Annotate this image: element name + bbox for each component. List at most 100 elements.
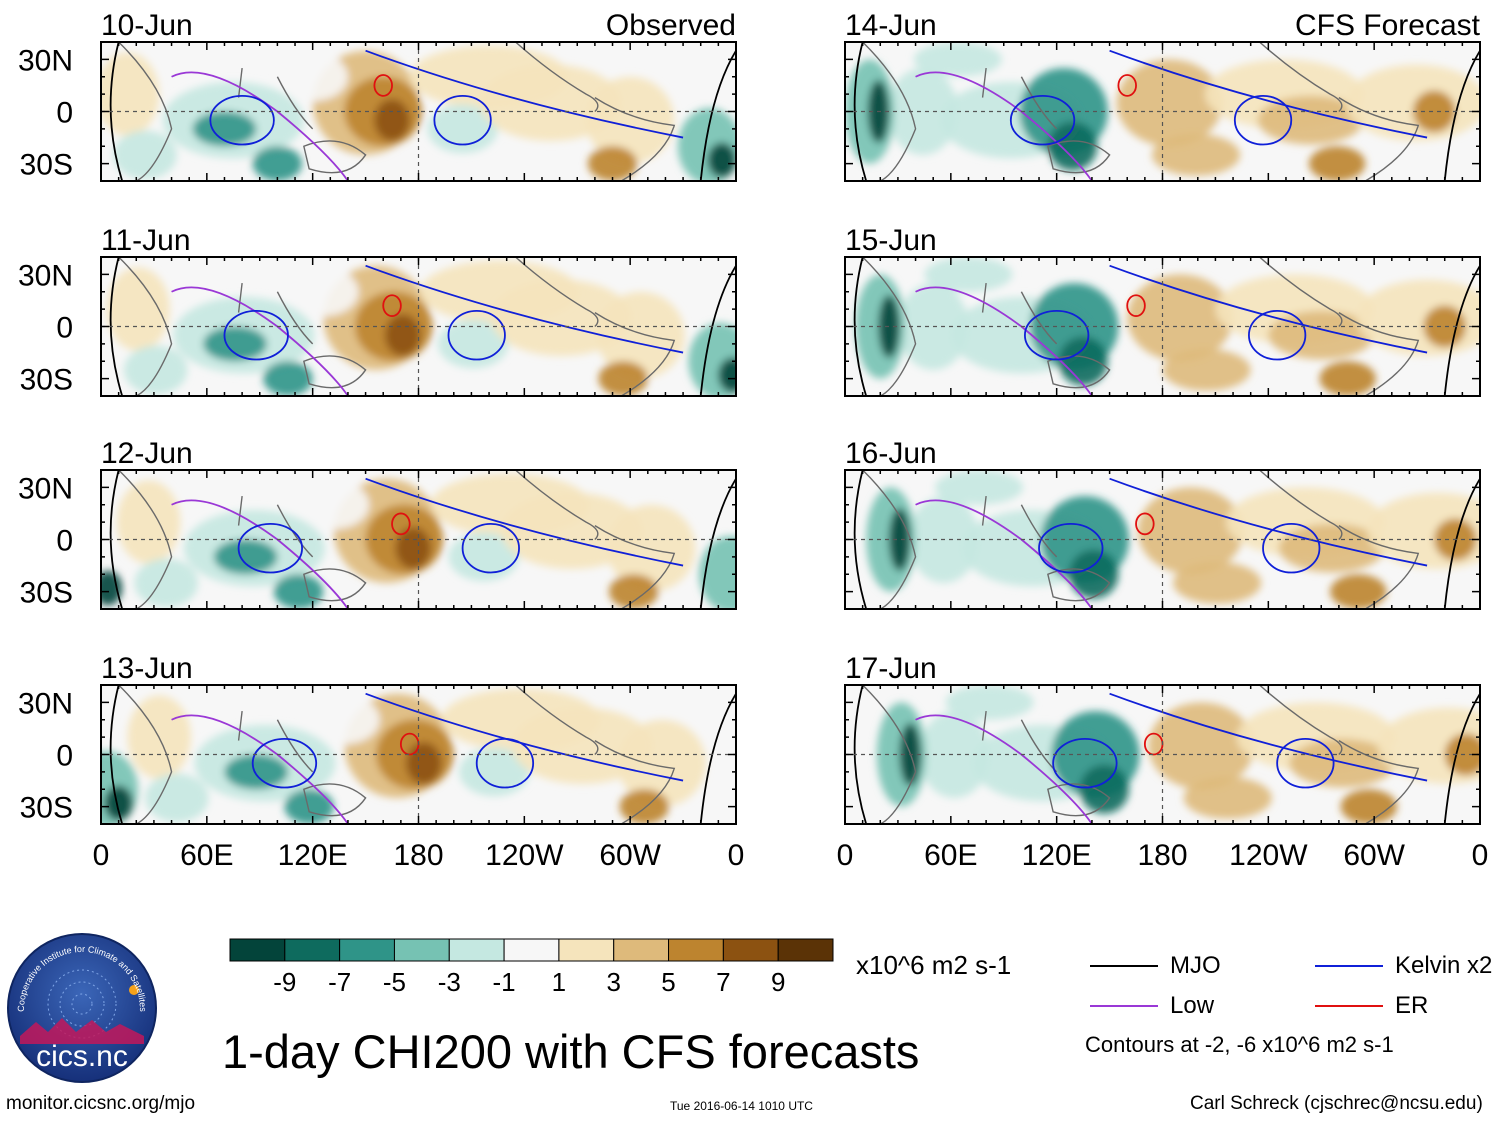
- panels-layer: 10-Jun Observed30N030S11-Jun30N030S12-Jun…: [18, 9, 1489, 872]
- colorbar-swatch: [722, 938, 779, 962]
- y-tick-label: 30N: [18, 44, 73, 77]
- contour-kelvin: [1024, 309, 1090, 361]
- coastlines: [862, 42, 1420, 181]
- colorbar-units: x10^6 m2 s-1: [856, 950, 1012, 980]
- contour-kelvin: [1262, 522, 1321, 574]
- contour-mjo: [1443, 50, 1480, 181]
- anomaly-shading: [101, 688, 707, 824]
- colorbar-swatch: [668, 938, 724, 962]
- x-tick-label: 60E: [924, 839, 977, 872]
- timestamp: Tue 2016-06-14 1010 UTC: [670, 1099, 813, 1113]
- contour-mjo: [699, 50, 736, 181]
- x-tick-label: 120E: [278, 839, 348, 872]
- logo-short-text: cics.nc: [36, 1040, 128, 1073]
- colorbar-label: -7: [328, 967, 351, 997]
- anomaly-shading: [106, 260, 736, 396]
- contour-kelvin: [1109, 477, 1428, 567]
- panel-date-label: 15-Jun: [845, 224, 937, 257]
- legend-er-label: ER: [1395, 992, 1429, 1019]
- y-tick-label: 30N: [18, 259, 73, 292]
- y-tick-label: 0: [56, 525, 73, 558]
- contour-kelvin: [1109, 49, 1428, 139]
- legend-kelvin-label: Kelvin x2: [1395, 952, 1493, 979]
- chart-title: 1-day CHI200 with CFS forecasts: [222, 1025, 920, 1078]
- contour-kelvin: [1276, 737, 1335, 789]
- contour-mjo: [699, 693, 736, 824]
- contour-mjo: [699, 265, 736, 396]
- colorbar-label: -3: [438, 967, 461, 997]
- colorbar-swatch: [613, 938, 670, 962]
- column-header-label: CFS Forecast: [1295, 9, 1481, 42]
- colorbar-label: 5: [661, 967, 675, 997]
- contour-mjo: [1443, 478, 1480, 609]
- contour-er: [373, 74, 393, 97]
- colorbar-label: -9: [273, 967, 296, 997]
- contour-kelvin: [365, 477, 684, 567]
- x-tick-label: 120E: [1022, 839, 1092, 872]
- y-tick-label: 30S: [20, 364, 73, 397]
- x-tick-label: 0: [93, 839, 110, 872]
- colorbar-swatch: [284, 938, 341, 962]
- x-tick-label: 120W: [1229, 839, 1308, 872]
- legend-mjo: MJO: [1090, 954, 1221, 978]
- legend-kelvin: Kelvin x2: [1315, 954, 1492, 978]
- wave-contours: [853, 685, 1480, 824]
- y-tick-label: 30N: [18, 472, 73, 505]
- contour-er: [1135, 512, 1155, 536]
- legend-er-swatch: [1315, 1005, 1383, 1007]
- contour-kelvin: [1109, 692, 1428, 782]
- y-tick-label: 30S: [20, 792, 73, 825]
- legend-er: ER: [1315, 994, 1428, 1018]
- panel-date-label: 17-Jun: [845, 652, 937, 685]
- contour-kelvin: [251, 737, 318, 789]
- panel-date-label: 14-Jun: [845, 9, 937, 42]
- x-tick-label: 60W: [1343, 839, 1405, 872]
- panel-date-label: 12-Jun: [101, 437, 193, 470]
- x-tick-label: 0: [837, 839, 854, 872]
- panel-date-label: 11-Jun: [101, 224, 191, 257]
- contour-kelvin: [237, 522, 303, 574]
- colorbar-label: 1: [552, 967, 566, 997]
- author-credit: Carl Schreck (cjschrec@ncsu.edu): [1190, 1093, 1483, 1114]
- y-tick-label: 0: [56, 97, 73, 130]
- panel-field: [101, 42, 736, 181]
- coastlines: [118, 685, 676, 824]
- contour-mjo: [1443, 693, 1480, 824]
- y-tick-label: 0: [56, 740, 73, 773]
- map-panel-17-jun: 17-Jun 0 60E 120E 180 120W 60W 0: [837, 652, 1489, 872]
- x-tick-label: 180: [393, 839, 443, 872]
- x-tick-label: 180: [1137, 839, 1187, 872]
- anomaly-shading: [101, 473, 736, 609]
- colorbar-swatch: [229, 938, 286, 962]
- column-header-label: Observed: [606, 9, 736, 42]
- y-tick-label: 30S: [20, 577, 73, 610]
- contour-kelvin: [365, 692, 684, 782]
- colorbar-swatch: [777, 938, 834, 962]
- source-url: monitor.cicsnc.org/mjo: [6, 1093, 196, 1114]
- contour-kelvin: [1038, 522, 1104, 574]
- contour-kelvin: [447, 309, 506, 361]
- colorbar-label: 3: [606, 967, 620, 997]
- map-panel-12-jun: 12-Jun 30N 0 30S: [18, 437, 737, 610]
- x-tick-label: 0: [1472, 839, 1489, 872]
- panel-date-label: 16-Jun: [845, 437, 937, 470]
- colorbar-label: -5: [383, 967, 406, 997]
- map-panel-13-jun: 13-Jun 30N 0 30S 0 60E 120E 180 120W 60W 0: [18, 652, 744, 872]
- contour-kelvin: [461, 522, 520, 574]
- contour-note: Contours at -2, -6 x10^6 m2 s-1: [1085, 1032, 1394, 1057]
- coastlines: [118, 42, 676, 181]
- x-tick-label: 120W: [485, 839, 564, 872]
- contour-kelvin: [1009, 94, 1076, 146]
- panel-field: [101, 685, 736, 824]
- panel-date-label: 10-Jun: [101, 9, 193, 42]
- colorbar: -9 -7 -5 -3 -1 1 3 5 7 9: [229, 938, 834, 997]
- map-panel-15-jun: 15-Jun: [844, 224, 1481, 397]
- y-tick-label: 30N: [18, 687, 73, 720]
- contour-kelvin: [1109, 264, 1428, 354]
- cicsnc-logo: Cooperative Institute for Climate and Sa…: [7, 933, 157, 1083]
- coastlines: [862, 257, 1420, 396]
- legend-mjo-label: MJO: [1170, 952, 1221, 979]
- legend-kelvin-swatch: [1315, 965, 1383, 967]
- map-panel-14-jun: 14-Jun CFS Forecast: [844, 9, 1481, 182]
